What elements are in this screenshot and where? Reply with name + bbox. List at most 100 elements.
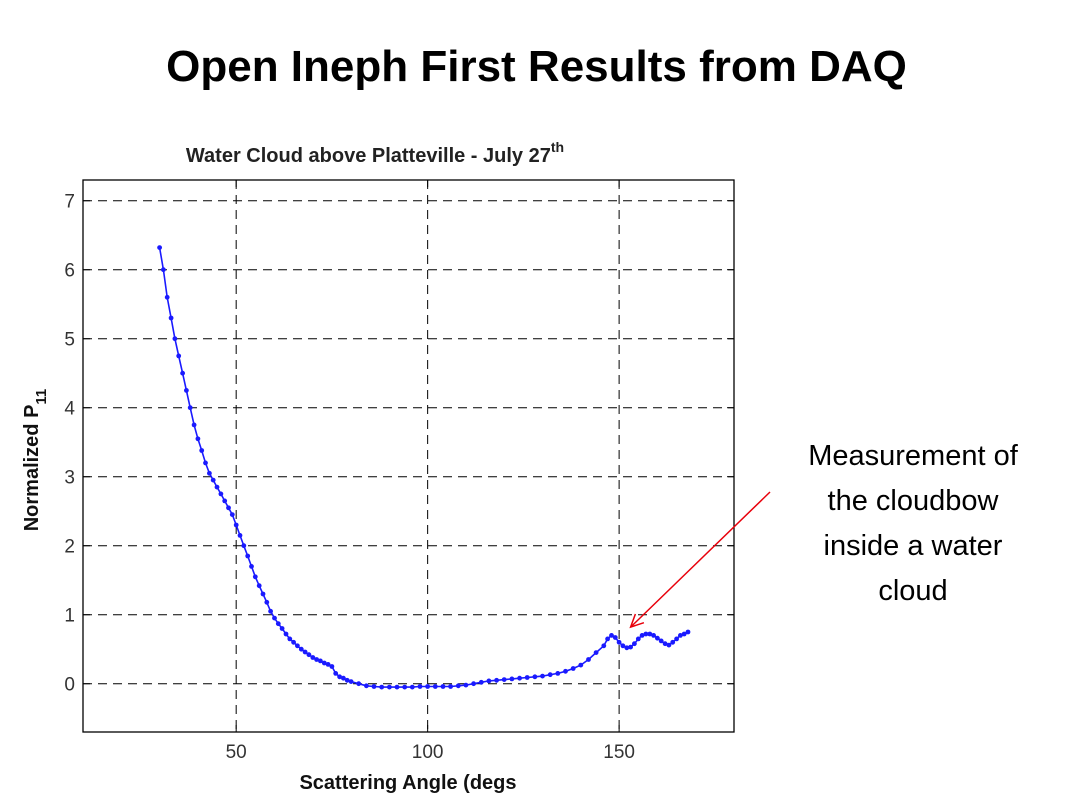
data-point [233, 522, 239, 528]
data-point [524, 675, 530, 680]
data-point [222, 498, 228, 504]
annotation-line: the cloudbow [827, 485, 999, 517]
data-point [517, 675, 522, 681]
data-point [329, 664, 335, 669]
y-axis-label: Normalized P11 [21, 389, 50, 532]
data-point [275, 621, 281, 627]
plot-area [82, 179, 735, 733]
data-point [651, 633, 656, 638]
data-point [348, 679, 354, 684]
data-point [655, 635, 660, 641]
data-point [601, 643, 607, 649]
chart-title-main: Water Cloud above Platteville - July 27 [186, 145, 551, 167]
data-point [237, 533, 243, 538]
data-point [409, 684, 415, 690]
data-point [302, 649, 308, 655]
data-point [356, 681, 362, 687]
data-point [635, 636, 641, 642]
data-point [387, 684, 392, 690]
data-point [321, 660, 327, 666]
annotation-line: Measurement of [808, 440, 1018, 472]
data-point [662, 641, 668, 647]
data-point [337, 674, 342, 680]
data-point [325, 662, 331, 667]
data-point [184, 388, 189, 393]
data-point [226, 505, 231, 511]
data-point [471, 681, 476, 687]
data-point [578, 662, 584, 668]
data-point [333, 671, 339, 676]
data-point [643, 631, 649, 637]
data-point [666, 642, 672, 648]
data-point [586, 657, 591, 662]
grid [83, 180, 734, 732]
data-point [555, 671, 561, 676]
data-point [432, 684, 438, 689]
data-point [199, 448, 205, 453]
data-point [164, 294, 170, 300]
data-point [256, 583, 262, 589]
y-axis-label-main: Normalized P [21, 405, 43, 532]
data-point [532, 674, 538, 680]
data-point [157, 245, 163, 251]
y-tick-label: 3 [64, 468, 75, 489]
series-line [158, 247, 689, 688]
data-point [593, 650, 599, 655]
data-point [180, 370, 186, 376]
y-tick-label: 5 [64, 330, 75, 351]
data-point [344, 677, 350, 683]
data-point [486, 678, 492, 684]
data-point [168, 315, 174, 321]
data-point [252, 574, 258, 580]
data-point [195, 436, 201, 442]
data-point [287, 636, 293, 642]
data-point [620, 643, 626, 649]
data-point [272, 615, 277, 621]
data-point [295, 643, 300, 649]
x-axis-label: Scattering Angle (degs [299, 772, 516, 794]
data-point [191, 422, 197, 428]
data-point [210, 477, 216, 483]
data-point [229, 512, 235, 517]
y-tick-label: 7 [64, 192, 75, 213]
data-point [609, 633, 614, 638]
data-point [570, 666, 576, 671]
y-tick-label: 1 [64, 606, 75, 627]
data-point [685, 629, 691, 635]
annotation-line: inside a water [823, 530, 1003, 562]
data-point [279, 626, 285, 631]
data-point [203, 460, 208, 466]
data-point [678, 633, 683, 638]
data-point [161, 267, 166, 273]
slide-title: Open Ineph First Results from DAQ [166, 42, 907, 91]
y-tick-label: 0 [64, 675, 75, 696]
data-point [605, 636, 610, 642]
data-point [494, 677, 499, 683]
data-point [298, 646, 304, 652]
y-axis-label-subscript: 11 [33, 389, 50, 405]
chart-title: Water Cloud above Platteville - July 27t… [186, 139, 564, 167]
data-point [547, 672, 553, 678]
data-point [501, 677, 507, 682]
data-point [264, 599, 270, 605]
data-point [306, 652, 312, 658]
data-point [628, 644, 633, 650]
data-point [448, 684, 453, 689]
ticks: 50 100 150 0 1 2 3 4 5 6 7 [64, 180, 734, 763]
data-point [245, 553, 251, 559]
data-point [318, 658, 323, 664]
data-point [341, 675, 346, 681]
data-point [291, 639, 296, 645]
data-point [632, 641, 637, 647]
annotation-line: cloud [878, 575, 948, 607]
data-point [509, 676, 515, 682]
data-point [207, 470, 212, 476]
data-point [364, 683, 369, 689]
data-point [674, 636, 679, 642]
annotation-arrow [630, 491, 771, 628]
data-point [379, 684, 385, 690]
data-point [314, 657, 319, 662]
data-point [260, 591, 266, 597]
data-point [658, 638, 664, 644]
